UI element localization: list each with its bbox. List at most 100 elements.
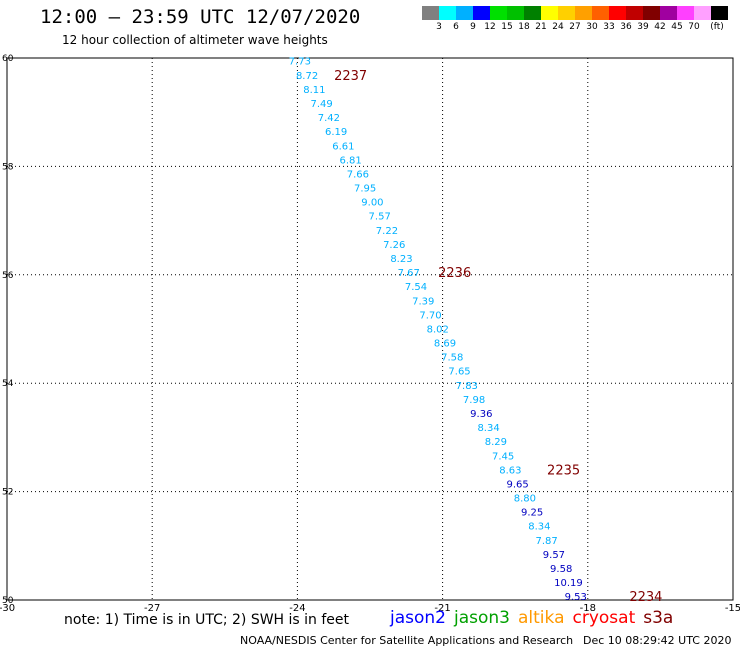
legend-label: 42 bbox=[654, 22, 666, 32]
wave-height-label: 8.63 bbox=[499, 465, 521, 476]
legend-swatch bbox=[456, 6, 473, 20]
legend-label: 30 bbox=[586, 22, 598, 32]
y-tick-label: 52 bbox=[2, 488, 13, 498]
wave-height-label: 8.11 bbox=[303, 85, 325, 96]
y-tick-label: 58 bbox=[2, 162, 14, 172]
legend-swatch bbox=[524, 6, 541, 20]
wave-height-label: 7.95 bbox=[354, 184, 376, 195]
y-tick-label: 54 bbox=[2, 379, 14, 389]
wave-height-label: 7.98 bbox=[463, 395, 485, 406]
legend-swatch bbox=[626, 6, 643, 20]
wave-height-label: 8.34 bbox=[528, 522, 550, 533]
x-tick-label: -21 bbox=[434, 603, 450, 614]
satellite-s3a: s3a bbox=[643, 608, 674, 628]
wave-height-label: 9.00 bbox=[361, 198, 383, 209]
wave-height-label: 7.58 bbox=[441, 353, 463, 364]
legend-swatch bbox=[473, 6, 490, 20]
legend-label: 27 bbox=[569, 22, 581, 32]
wave-height-label: 9.25 bbox=[521, 508, 543, 519]
plot-frame bbox=[6, 57, 734, 601]
legend-swatch bbox=[711, 6, 728, 20]
x-tick-label: -30 bbox=[0, 603, 15, 614]
wave-height-label: 7.66 bbox=[347, 169, 369, 180]
satellite-cryosat: cryosat bbox=[572, 608, 636, 628]
legend-label: 36 bbox=[620, 22, 632, 32]
pass-number-label: 2236 bbox=[438, 266, 471, 281]
wave-height-label: 7.45 bbox=[492, 451, 514, 462]
y-tick-label: 60 bbox=[2, 54, 14, 64]
legend-swatch bbox=[507, 6, 524, 20]
wave-height-label: 7.22 bbox=[376, 226, 398, 237]
wave-height-label: 7.26 bbox=[383, 240, 405, 251]
wave-height-label: 7.39 bbox=[412, 296, 434, 307]
wave-height-label: 7.83 bbox=[456, 381, 478, 392]
wave-height-label: 7.54 bbox=[405, 282, 427, 293]
wave-height-label: 10.19 bbox=[554, 578, 583, 589]
wave-height-label: 7.65 bbox=[448, 367, 470, 378]
legend-label: 6 bbox=[453, 22, 459, 32]
wave-height-label: 7.67 bbox=[398, 268, 420, 279]
legend-swatch bbox=[422, 6, 439, 20]
legend-swatch bbox=[575, 6, 592, 20]
wave-height-label: 6.81 bbox=[340, 155, 362, 166]
legend-swatch bbox=[694, 6, 711, 20]
wave-height-label: 6.61 bbox=[332, 141, 354, 152]
wave-height-label: 9.36 bbox=[470, 409, 492, 420]
satellite-legend: jason2 jason3 altika cryosat s3a bbox=[390, 608, 681, 628]
legend-swatch bbox=[490, 6, 507, 20]
wave-height-label: 7.87 bbox=[536, 536, 558, 547]
wave-height-label: 7.42 bbox=[318, 113, 340, 124]
legend-label: 12 bbox=[484, 22, 496, 32]
pass-number-label: 2235 bbox=[547, 463, 580, 478]
x-tick-label: -27 bbox=[144, 603, 160, 614]
wave-height-label: 7.57 bbox=[369, 212, 391, 223]
legend-swatch bbox=[609, 6, 626, 20]
wave-height-label: 7.73 bbox=[289, 57, 311, 68]
legend-swatch bbox=[439, 6, 456, 20]
wave-height-label: 8.34 bbox=[477, 423, 499, 434]
legend-label: 18 bbox=[518, 22, 530, 32]
x-tick-label: -15 bbox=[725, 603, 740, 614]
pass-number-label: 2237 bbox=[334, 69, 367, 84]
wave-height-label: 6.19 bbox=[325, 127, 347, 138]
y-tick-label: 50 bbox=[2, 596, 14, 606]
wave-height-label: 8.69 bbox=[434, 339, 456, 350]
legend-label: 21 bbox=[535, 22, 547, 32]
legend-label: 33 bbox=[603, 22, 615, 32]
legend-label: 24 bbox=[552, 22, 564, 32]
wave-height-label: 9.65 bbox=[506, 479, 528, 490]
satellite-jason3: jason3 bbox=[454, 608, 510, 628]
legend-swatch bbox=[541, 6, 558, 20]
legend-label: 15 bbox=[501, 22, 513, 32]
footer-timestamp: Dec 10 08:29:42 UTC 2020 bbox=[583, 634, 732, 647]
pass-number-label: 2234 bbox=[629, 590, 662, 605]
color-legend bbox=[422, 6, 728, 20]
wave-height-label: 9.57 bbox=[543, 550, 565, 561]
wave-height-label: 9.58 bbox=[550, 564, 572, 575]
satellite-altika: altika bbox=[518, 608, 565, 628]
wave-height-label: 8.23 bbox=[390, 254, 412, 265]
legend-label: 45 bbox=[671, 22, 683, 32]
legend-label: 3 bbox=[436, 22, 442, 32]
legend-swatch bbox=[660, 6, 677, 20]
legend-label: 39 bbox=[637, 22, 649, 32]
wave-height-label: 8.02 bbox=[427, 324, 449, 335]
x-tick-label: -24 bbox=[289, 603, 305, 614]
footer-note: note: 1) Time is in UTC; 2) SWH is in fe… bbox=[64, 612, 350, 628]
chart-subtitle: 12 hour collection of altimeter wave hei… bbox=[62, 33, 328, 47]
legend-swatch bbox=[643, 6, 660, 20]
legend-label: (ft) bbox=[710, 22, 724, 32]
wave-height-label: 7.49 bbox=[310, 99, 332, 110]
wave-height-label: 9.53 bbox=[565, 592, 587, 603]
legend-swatch bbox=[677, 6, 694, 20]
wave-height-label: 8.80 bbox=[514, 494, 536, 505]
y-tick-label: 56 bbox=[2, 271, 14, 281]
wave-height-label: 8.29 bbox=[485, 437, 507, 448]
footer-credit: NOAA/NESDIS Center for Satellite Applica… bbox=[240, 634, 574, 647]
legend-label: 9 bbox=[470, 22, 476, 32]
color-legend-labels: 3 6 9 12 15 18 21 24 27 30 33 36 39 42 45 70 (ft) bbox=[422, 22, 740, 34]
wave-height-label: 8.72 bbox=[296, 71, 318, 82]
legend-swatch bbox=[592, 6, 609, 20]
